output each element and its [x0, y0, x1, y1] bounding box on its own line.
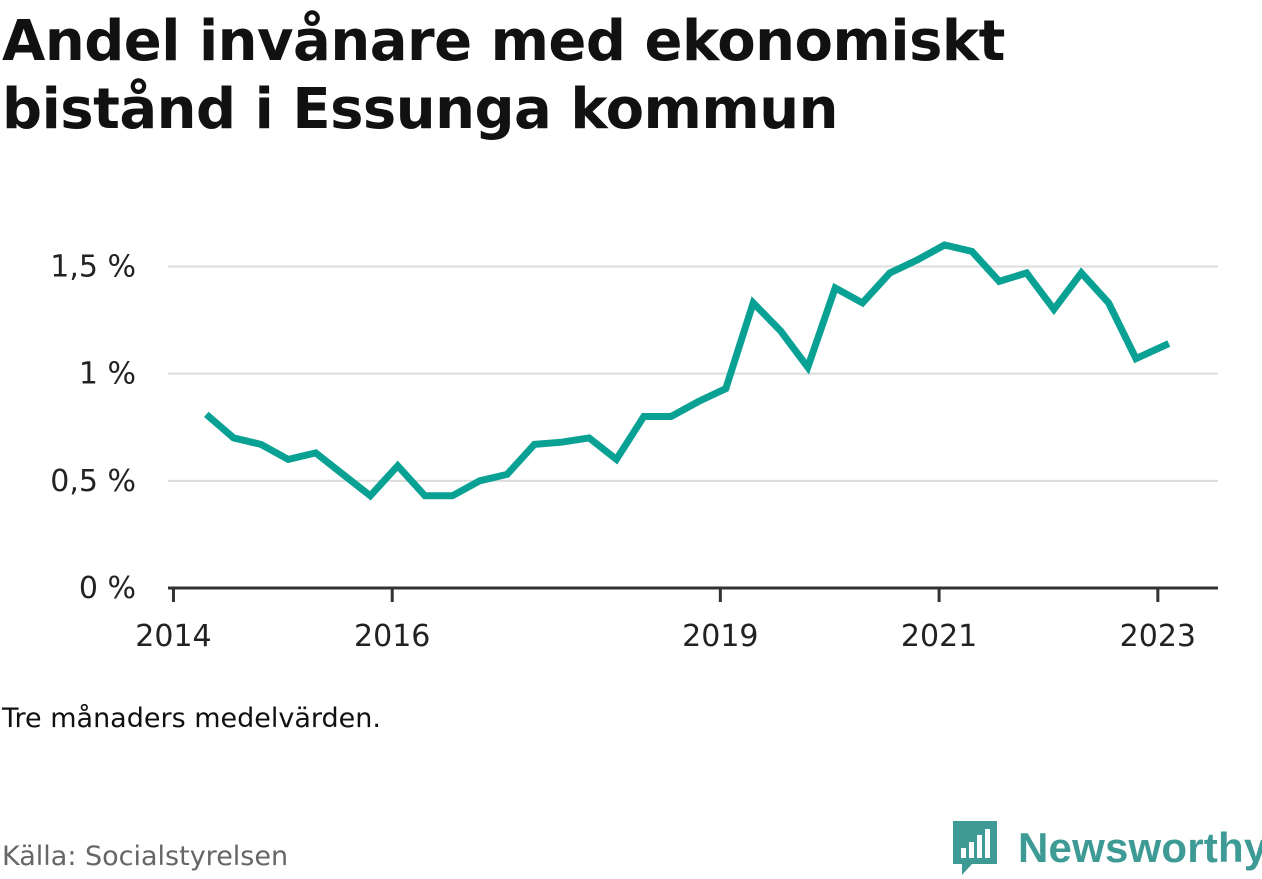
y-tick-label: 1,5 %	[50, 249, 136, 284]
chart-title: Andel invånare med ekonomiskt bistånd i …	[2, 9, 1005, 142]
y-tick-label: 1 %	[79, 357, 136, 392]
x-tick-label: 2019	[682, 619, 758, 654]
brand-name: Newsworthy	[1018, 824, 1262, 871]
x-axis-ticks: 2014 2016 2019 2021 2023	[135, 588, 1196, 654]
x-tick-label: 2023	[1120, 619, 1196, 654]
brand-logo: Newsworthy	[950, 818, 1262, 878]
newsworthy-logo-icon	[953, 821, 997, 875]
y-tick-label: 0 %	[79, 571, 136, 606]
y-axis-tick-labels: 0 % 0,5 % 1 % 1,5 %	[50, 249, 136, 606]
gridlines	[168, 265, 1218, 482]
x-tick-label: 2021	[901, 619, 977, 654]
source-text: Källa: Socialstyrelsen	[2, 841, 289, 872]
x-tick-label: 2016	[354, 619, 430, 654]
chart-note: Tre månaders medelvärden.	[2, 703, 381, 734]
x-tick-label: 2014	[135, 619, 211, 654]
y-tick-label: 0,5 %	[50, 464, 136, 499]
series-line	[204, 241, 1171, 501]
